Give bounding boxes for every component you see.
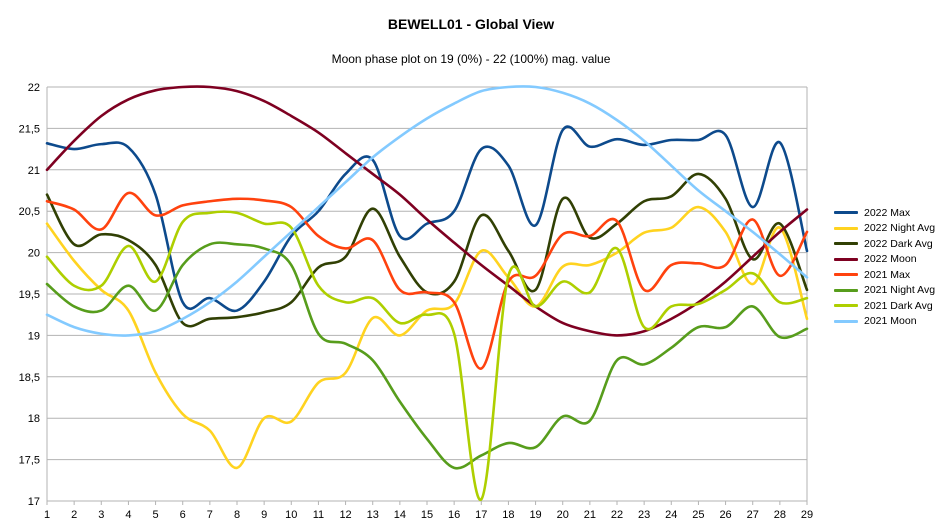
legend-label: 2022 Max (864, 206, 911, 219)
legend-item-2022-dark-avg: 2022 Dark Avg (834, 236, 935, 252)
legend-label: 2022 Night Avg (864, 222, 936, 235)
x-tick-label: 28 (774, 509, 786, 521)
legend-label: 2022 Dark Avg (864, 237, 933, 250)
chart-title: BEWELL01 - Global View (387, 16, 555, 32)
legend-label: 2021 Moon (864, 315, 917, 328)
y-tick-label: 20 (28, 248, 40, 260)
y-tick-labels: 22 21,5 21 20,5 20 19,5 19 18,5 18 17,5 17 (19, 82, 40, 508)
x-tick-label: 7 (207, 509, 213, 521)
legend-swatch (834, 242, 858, 246)
x-tick-label: 18 (502, 509, 514, 521)
legend-label: 2021 Dark Avg (864, 299, 933, 312)
x-tick-label: 12 (339, 509, 351, 521)
series-line-2021-max (45, 191, 809, 370)
x-tick-label: 3 (98, 509, 104, 521)
legend-item-2022-max: 2022 Max (834, 205, 935, 221)
x-tick-label: 10 (285, 509, 297, 521)
legend-item-2021-moon: 2021 Moon (834, 314, 935, 330)
x-tick-label: 29 (801, 509, 813, 521)
x-tick-label: 24 (665, 509, 677, 521)
x-tick-label: 21 (584, 509, 596, 521)
x-tick-label: 4 (125, 509, 131, 521)
x-tick-label: 13 (367, 509, 379, 521)
legend-swatch (834, 304, 858, 308)
chart-subtitle: Moon phase plot on 19 (0%) - 22 (100%) m… (331, 52, 611, 66)
x-tick-labels: 1 2 3 4 5 6 7 8 9 10 11 12 13 14 15 16 17 18 19 20 21 22 23 24 2… (44, 509, 813, 521)
series-line-2022-max (45, 125, 809, 313)
series-line-2021-dark-avg (45, 210, 809, 501)
x-tick-label: 6 (180, 509, 186, 521)
legend-swatch (834, 211, 858, 215)
x-tick-label: 23 (638, 509, 650, 521)
x-tick-label: 5 (153, 509, 159, 521)
legend-swatch (834, 257, 858, 261)
legend-swatch (834, 319, 858, 323)
legend-label: 2022 Moon (864, 253, 917, 266)
legend-swatch (834, 273, 858, 277)
y-tick-label: 19,5 (19, 289, 40, 301)
legend-item-2021-night-avg: 2021 Night Avg (834, 283, 935, 299)
y-tick-label: 18,5 (19, 372, 40, 384)
legend-item-2022-moon: 2022 Moon (834, 252, 935, 268)
series-line-2021-moon (45, 85, 809, 337)
x-tick-label: 17 (475, 509, 487, 521)
x-tick-label: 11 (313, 509, 324, 521)
x-tick-label: 16 (448, 509, 460, 521)
y-tick-label: 17,5 (19, 455, 40, 467)
legend-label: 2021 Max (864, 268, 911, 281)
y-tick-label: 22 (28, 82, 40, 94)
x-tick-label: 1 (44, 509, 50, 521)
x-tick-label: 9 (261, 509, 267, 521)
x-tick-label: 19 (529, 509, 541, 521)
series-lines (45, 85, 809, 501)
y-tick-label: 18 (28, 413, 40, 425)
series-line-2022-night-avg (45, 205, 809, 470)
legend: 2022 Max 2022 Night Avg 2022 Dark Avg 2022 … (834, 205, 935, 329)
x-tick-label: 20 (557, 509, 569, 521)
legend-swatch (834, 226, 858, 230)
legend-item-2021-dark-avg: 2021 Dark Avg (834, 298, 935, 314)
axes (46, 87, 808, 505)
legend-swatch (834, 288, 858, 292)
x-tick-label: 26 (719, 509, 731, 521)
x-tick-label: 22 (611, 509, 623, 521)
x-tick-label: 15 (421, 509, 433, 521)
x-tick-label: 14 (394, 509, 406, 521)
y-tick-label: 17 (28, 496, 40, 508)
x-tick-label: 25 (692, 509, 704, 521)
x-tick-label: 27 (747, 509, 759, 521)
y-tick-label: 19 (28, 330, 40, 342)
legend-item-2021-max: 2021 Max (834, 267, 935, 283)
legend-label: 2021 Night Avg (864, 284, 936, 297)
series-line-2022-moon (45, 85, 809, 337)
x-tick-label: 2 (71, 509, 77, 521)
y-tick-label: 21,5 (19, 123, 40, 135)
x-tick-label: 8 (234, 509, 240, 521)
legend-item-2022-night-avg: 2022 Night Avg (834, 221, 935, 237)
y-tick-label: 21 (28, 165, 40, 177)
series-line-2021-night-avg (45, 241, 809, 470)
y-tick-label: 20,5 (19, 206, 40, 218)
